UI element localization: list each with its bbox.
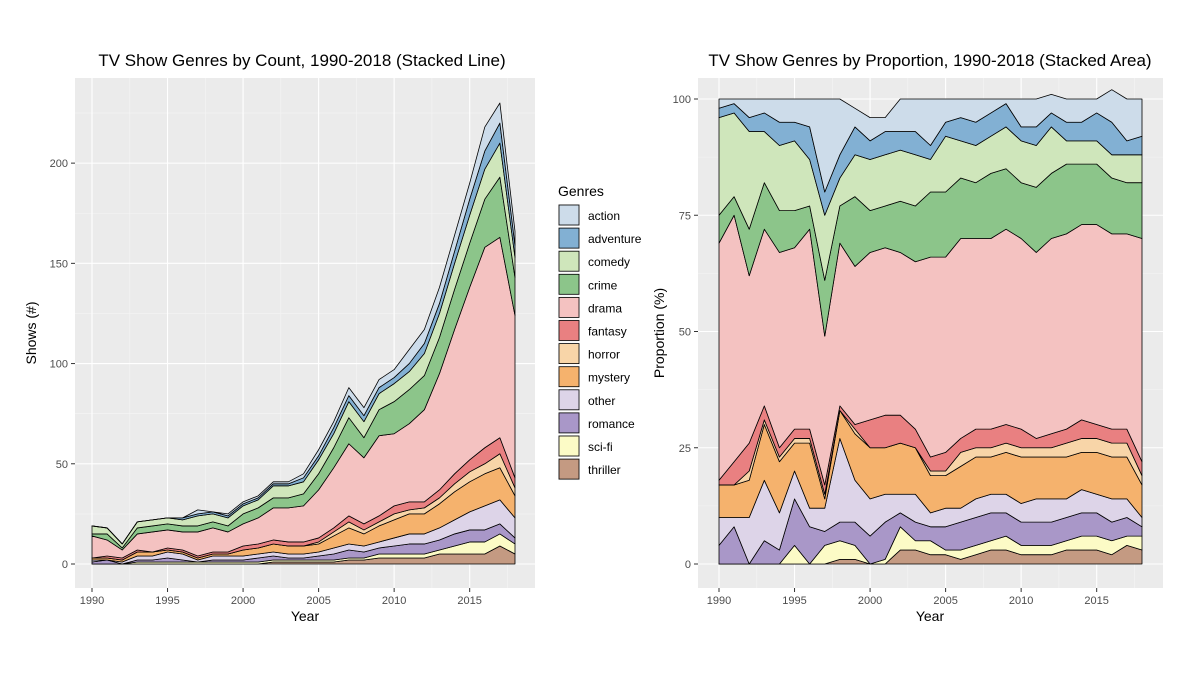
proportion-x-tick-label: 1995 (782, 595, 806, 607)
legend-label-crime: crime (588, 278, 618, 292)
legend-swatch-romance (558, 412, 580, 434)
legend-label-drama: drama (588, 301, 622, 315)
legend-swatch-drama (558, 296, 580, 318)
legend-label-horror: horror (588, 348, 620, 362)
legend-label-fantasy: fantasy (588, 325, 627, 339)
count-chart: TV Show Genres by Count, 1990-2018 (Stac… (23, 51, 535, 624)
proportion-y-axis-label: Proportion (%) (651, 288, 667, 378)
legend-label-other: other (588, 394, 615, 408)
legend-swatch-thriller (558, 458, 580, 480)
proportion-chart-title: TV Show Genres by Proportion, 1990-2018 … (708, 51, 1151, 70)
proportion-x-ticks: 1990 1995 2000 2005 2010 2015 (707, 588, 1109, 607)
legend-label-sci-fi: sci-fi (588, 440, 613, 454)
count-x-tick-label: 2015 (457, 595, 481, 607)
proportion-y-ticks: 0 25 50 75 100 (673, 94, 698, 571)
proportion-stacked-areas (718, 89, 1143, 565)
count-x-ticks: 1990 1995 2000 2005 2010 2015 (80, 588, 482, 607)
legend-label-mystery: mystery (588, 371, 630, 385)
count-x-tick-label: 2000 (231, 595, 255, 607)
count-x-axis-label: Year (291, 608, 320, 624)
proportion-y-tick-label: 25 (679, 443, 691, 455)
legend-swatch-fantasy (558, 320, 580, 341)
count-y-tick-label: 150 (50, 258, 68, 270)
legend-label-thriller: thriller (588, 463, 621, 477)
count-stacked-areas (91, 102, 516, 565)
count-y-tick-label: 200 (50, 158, 68, 170)
legend-label-comedy: comedy (588, 255, 630, 269)
legend-swatch-comedy (558, 250, 580, 272)
legend: Genres action adventure comedy crime drama fa… (558, 183, 642, 481)
count-y-axis-label: Shows (#) (23, 301, 39, 364)
proportion-y-tick-label: 0 (685, 559, 691, 571)
proportion-chart: TV Show Genres by Proportion, 1990-2018 … (651, 51, 1163, 624)
proportion-x-tick-label: 2015 (1084, 595, 1108, 607)
count-chart-title: TV Show Genres by Count, 1990-2018 (Stac… (98, 51, 505, 70)
proportion-x-tick-label: 1990 (707, 595, 731, 607)
proportion-x-tick-label: 2005 (933, 595, 957, 607)
legend-swatch-crime (558, 273, 580, 295)
proportion-y-tick-label: 75 (679, 210, 691, 222)
legend-swatch-adventure (558, 227, 580, 249)
count-y-tick-label: 50 (56, 459, 68, 471)
proportion-x-tick-label: 2000 (858, 595, 882, 607)
proportion-y-tick-label: 100 (673, 94, 691, 106)
proportion-x-tick-label: 2010 (1009, 595, 1033, 607)
legend-swatch-action (558, 204, 580, 226)
legend-label-action: action (588, 209, 620, 223)
legend-title: Genres (558, 183, 604, 199)
proportion-y-tick-label: 50 (679, 327, 691, 339)
count-y-tick-label: 100 (50, 359, 68, 371)
count-y-tick-label: 0 (62, 559, 68, 571)
legend-swatch-mystery (558, 366, 580, 388)
count-x-tick-label: 1995 (155, 595, 179, 607)
count-area-action (91, 102, 516, 545)
legend-swatch-other (558, 389, 580, 411)
legend-label-romance: romance (588, 417, 635, 431)
count-y-ticks: 0 50 100 150 200 (50, 158, 75, 571)
proportion-area-action (718, 89, 1143, 193)
proportion-x-axis-label: Year (916, 608, 945, 624)
count-x-tick-label: 2010 (382, 595, 406, 607)
legend-swatch-sci-fi (558, 435, 580, 457)
legend-swatch-horror (558, 343, 580, 365)
count-x-tick-label: 1990 (80, 595, 104, 607)
count-x-tick-label: 2005 (306, 595, 330, 607)
legend-items: action adventure comedy crime drama fantasy ho… (558, 204, 642, 481)
legend-label-adventure: adventure (588, 232, 642, 246)
